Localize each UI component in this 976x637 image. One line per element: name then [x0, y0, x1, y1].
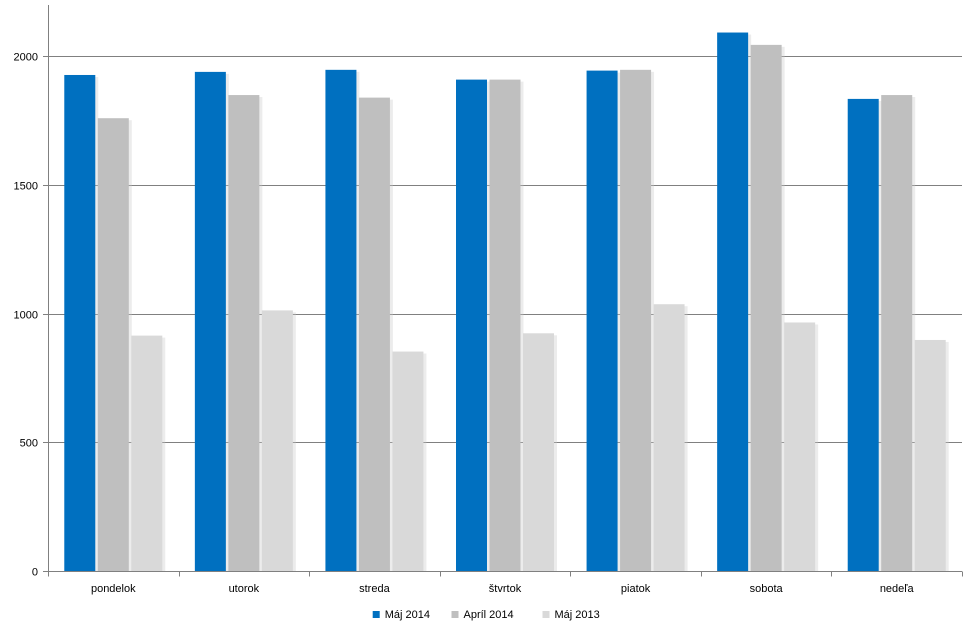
y-tick-label: 0 [32, 567, 38, 579]
bar [97, 118, 129, 571]
legend-swatch [372, 611, 380, 618]
legend: Máj 2014 Apríl 2014 Máj 2013 [372, 609, 600, 621]
legend-swatch [542, 611, 550, 618]
bar [194, 71, 226, 572]
legend-swatch [451, 611, 459, 618]
x-tick-label: piatok [621, 583, 651, 595]
legend-label: Apríl 2014 [464, 609, 514, 621]
bar [523, 333, 554, 571]
x-tick-label: streda [359, 583, 390, 595]
x-tick-label: utorok [229, 583, 260, 595]
x-tick-label: nedeľa [880, 583, 915, 595]
bar [784, 322, 816, 571]
bar [358, 97, 390, 572]
y-tick-label: 1500 [14, 181, 38, 193]
axes [43, 5, 963, 577]
bar [489, 79, 521, 571]
bar [228, 95, 260, 571]
x-tick-label: sobota [750, 583, 784, 595]
bar [847, 98, 879, 572]
bar [750, 44, 782, 572]
bar [620, 69, 652, 571]
bar [325, 69, 357, 571]
bar [64, 74, 96, 571]
bar [914, 339, 946, 571]
bar [653, 304, 685, 571]
x-tick-label: pondelok [91, 583, 136, 595]
bar [392, 351, 424, 571]
bar [881, 95, 913, 571]
bar [456, 79, 487, 571]
legend-label: Máj 2014 [385, 609, 430, 621]
x-tick-label: štvrtok [489, 583, 522, 595]
bar [717, 32, 749, 571]
bars [64, 32, 949, 572]
bar [131, 335, 163, 571]
y-tick-label: 500 [20, 438, 38, 450]
legend-label: Máj 2013 [555, 609, 600, 621]
bar [261, 310, 293, 571]
tick-labels: 0 500 1000 1500 2000 pondelok utorok streda štvr… [14, 52, 915, 596]
bar [586, 70, 618, 571]
y-tick-label: 1000 [14, 310, 38, 322]
y-tick-label: 2000 [14, 52, 38, 64]
